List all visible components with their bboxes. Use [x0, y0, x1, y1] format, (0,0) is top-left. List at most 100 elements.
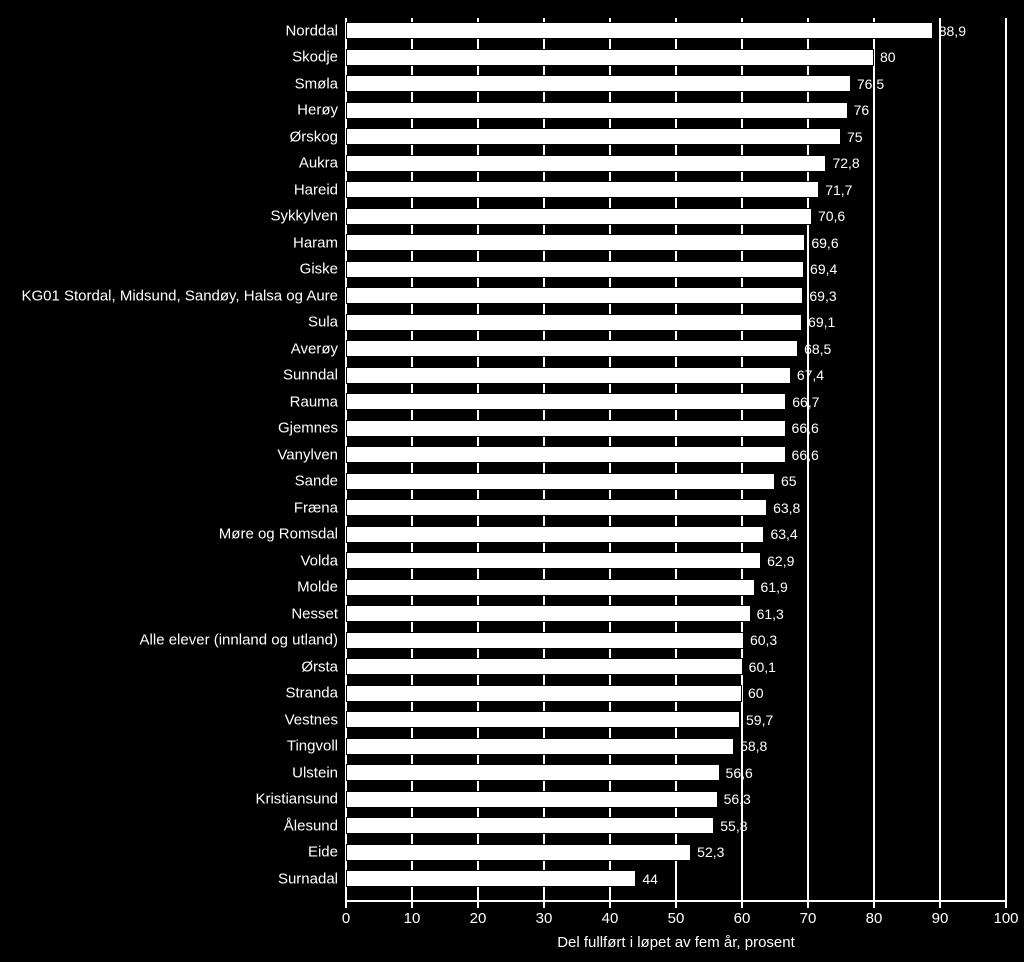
category-label: Molde [0, 579, 346, 596]
value-label: 66,6 [786, 447, 819, 463]
value-label: 55,8 [714, 818, 747, 834]
bar-row: Ulstein56,6 [346, 764, 720, 781]
bar-row: Sykkylven70,6 [346, 208, 812, 225]
x-axis-tick [543, 902, 545, 908]
category-label: Rauma [0, 393, 346, 410]
bar-row: Aukra72,8 [346, 155, 826, 172]
category-label: Averøy [0, 340, 346, 357]
category-label: Ulstein [0, 764, 346, 781]
bar [346, 685, 742, 702]
category-label: Tingvoll [0, 738, 346, 755]
bar [346, 22, 933, 39]
value-label: 63,4 [764, 526, 797, 542]
value-label: 69,3 [803, 288, 836, 304]
bar-row: Molde61,9 [346, 579, 755, 596]
bar [346, 49, 874, 66]
category-label: Sunndal [0, 367, 346, 384]
category-label: Volda [0, 552, 346, 569]
x-axis-tick-label: 100 [993, 910, 1018, 927]
value-label: 56,6 [720, 765, 753, 781]
category-label: Skodje [0, 49, 346, 66]
value-label: 61,3 [751, 606, 784, 622]
x-axis-tick-label: 70 [800, 910, 817, 927]
plot-area: Del fullført i løpet av fem år, prosent … [346, 18, 1006, 902]
bar-row: Tingvoll58,8 [346, 738, 734, 755]
category-label: Norddal [0, 22, 346, 39]
bar-row: Ålesund55,8 [346, 817, 714, 834]
value-label: 60,3 [744, 632, 777, 648]
bar-row: Hareid71,7 [346, 181, 819, 198]
value-label: 72,8 [826, 155, 859, 171]
x-axis-tick [939, 902, 941, 908]
x-axis-tick-label: 60 [734, 910, 751, 927]
value-label: 69,6 [805, 235, 838, 251]
value-label: 52,3 [691, 844, 724, 860]
category-label: Gjemnes [0, 420, 346, 437]
bar [346, 499, 767, 516]
value-label: 65 [775, 473, 797, 489]
bar-row: Sula69,1 [346, 314, 802, 331]
x-axis-tick [873, 902, 875, 908]
category-label: Sykkylven [0, 208, 346, 225]
value-label: 76,5 [851, 76, 884, 92]
value-label: 68,5 [798, 341, 831, 357]
bar-chart: Del fullført i løpet av fem år, prosent … [0, 0, 1024, 962]
category-label: Vestnes [0, 711, 346, 728]
value-label: 69,4 [804, 261, 837, 277]
bar [346, 234, 805, 251]
category-label: Fræna [0, 499, 346, 516]
value-label: 62,9 [761, 553, 794, 569]
bar [346, 870, 636, 887]
value-label: 60,1 [743, 659, 776, 675]
category-label: Giske [0, 261, 346, 278]
category-label: Kristiansund [0, 791, 346, 808]
value-label: 66,7 [786, 394, 819, 410]
x-axis-tick-label: 20 [470, 910, 487, 927]
bar [346, 552, 761, 569]
bar [346, 208, 812, 225]
bar-row: Gjemnes66,6 [346, 420, 786, 437]
value-label: 59,7 [740, 712, 773, 728]
value-label: 58,8 [734, 738, 767, 754]
category-label: Eide [0, 844, 346, 861]
bar-row: Vestnes59,7 [346, 711, 740, 728]
bar [346, 579, 755, 596]
bar [346, 261, 804, 278]
category-label: Vanylven [0, 446, 346, 463]
bar [346, 181, 819, 198]
value-label: 63,8 [767, 500, 800, 516]
category-label: Hareid [0, 181, 346, 198]
x-axis-tick [1005, 902, 1007, 908]
category-label: Nesset [0, 605, 346, 622]
value-label: 88,9 [933, 23, 966, 39]
bar-row: Giske69,4 [346, 261, 804, 278]
x-axis-tick-label: 30 [536, 910, 553, 927]
bar-row: Fræna63,8 [346, 499, 767, 516]
bar-row: KG01 Stordal, Midsund, Sandøy, Halsa og … [346, 287, 803, 304]
x-axis-tick-label: 50 [668, 910, 685, 927]
bar [346, 128, 841, 145]
category-label: Smøla [0, 75, 346, 92]
bar [346, 287, 803, 304]
bar [346, 75, 851, 92]
bar-row: Volda62,9 [346, 552, 761, 569]
category-label: Sula [0, 314, 346, 331]
bar [346, 314, 802, 331]
x-axis-title: Del fullført i løpet av fem år, prosent [557, 934, 795, 951]
value-label: 69,1 [802, 314, 835, 330]
bar [346, 817, 714, 834]
bar-row: Surnadal44 [346, 870, 636, 887]
category-label: KG01 Stordal, Midsund, Sandøy, Halsa og … [0, 287, 346, 304]
bar-row: Vanylven66,6 [346, 446, 786, 463]
bar-row: Averøy68,5 [346, 340, 798, 357]
value-label: 66,6 [786, 420, 819, 436]
bar-row: Haram69,6 [346, 234, 805, 251]
bar-row: Rauma66,7 [346, 393, 786, 410]
x-axis-tick [345, 902, 347, 908]
bar-row: Møre og Romsdal63,4 [346, 526, 764, 543]
bar [346, 446, 786, 463]
bar [346, 764, 720, 781]
category-label: Møre og Romsdal [0, 526, 346, 543]
bar-row: Sande65 [346, 473, 775, 490]
x-axis-tick [741, 902, 743, 908]
